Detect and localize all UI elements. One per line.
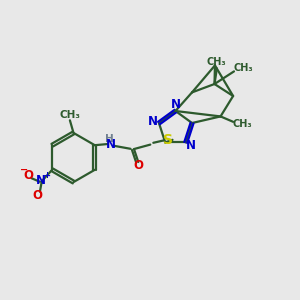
Text: O: O	[32, 189, 42, 202]
Text: +: +	[43, 171, 50, 180]
Text: CH₃: CH₃	[206, 57, 226, 67]
Text: −: −	[20, 165, 28, 175]
Text: N: N	[186, 139, 196, 152]
Text: O: O	[23, 169, 34, 182]
Text: N: N	[36, 174, 46, 187]
Text: CH₃: CH₃	[232, 118, 252, 129]
Text: N: N	[148, 115, 158, 128]
Text: N: N	[171, 98, 181, 112]
Text: CH₃: CH₃	[234, 63, 254, 73]
Text: CH₃: CH₃	[59, 110, 80, 120]
Text: N: N	[105, 137, 116, 151]
Text: H: H	[105, 134, 114, 144]
Text: O: O	[134, 159, 144, 172]
Text: S: S	[163, 133, 173, 147]
